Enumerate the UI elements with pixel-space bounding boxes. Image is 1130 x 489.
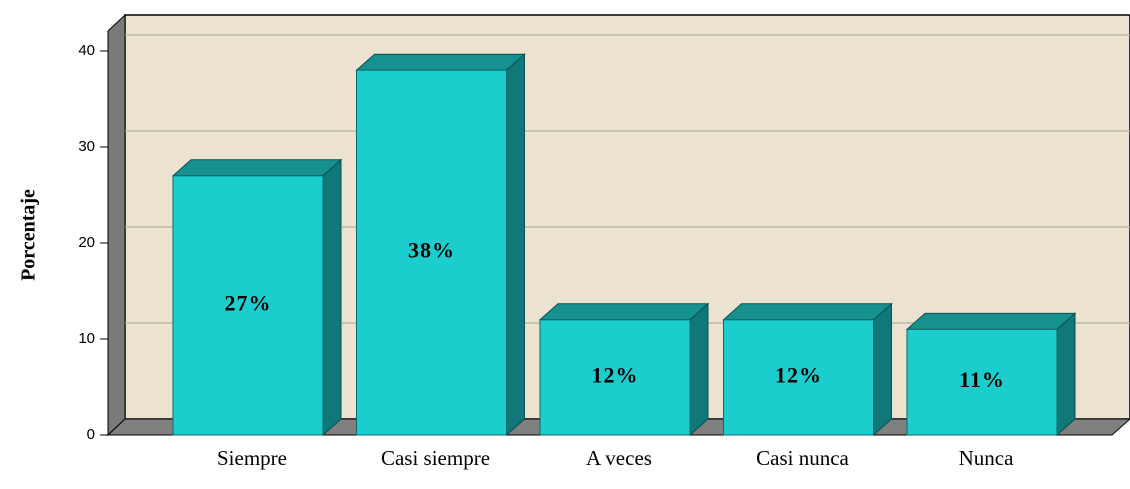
y-tick-label: 30 [78, 138, 95, 155]
value-label: 12% [775, 362, 822, 387]
bar [723, 319, 874, 436]
x-tick-label: Siempre [217, 446, 287, 470]
bar-top [538, 303, 710, 321]
bar [356, 69, 507, 436]
value-label: 27% [225, 290, 272, 315]
bar-side [322, 158, 342, 437]
y-tick-label: 0 [87, 426, 95, 443]
value-label: 38% [408, 238, 455, 263]
y-tick-label: 10 [78, 330, 95, 347]
left-wall [107, 13, 126, 437]
bar-top [355, 53, 526, 71]
bar-side [873, 302, 892, 437]
bar-top [171, 159, 343, 177]
bar [172, 175, 324, 436]
x-tick-label: Casi siempre [381, 446, 490, 470]
bar-side [689, 302, 709, 437]
bar-side [1056, 312, 1076, 437]
x-tick-label: Nunca [959, 446, 1014, 470]
bar-side [506, 53, 525, 437]
bar [906, 328, 1058, 436]
y-axis-title: Porcentaje [18, 189, 40, 281]
x-tick-label: A veces [586, 446, 652, 470]
x-tick-label: Casi nunca [756, 446, 849, 470]
y-tick-label: 40 [78, 42, 95, 59]
y-tick-label: 20 [78, 234, 95, 251]
value-label: 11% [959, 367, 1005, 392]
bar [539, 319, 691, 436]
bar-top [722, 303, 893, 321]
value-label: 12% [592, 362, 639, 387]
bar-top [905, 312, 1077, 330]
